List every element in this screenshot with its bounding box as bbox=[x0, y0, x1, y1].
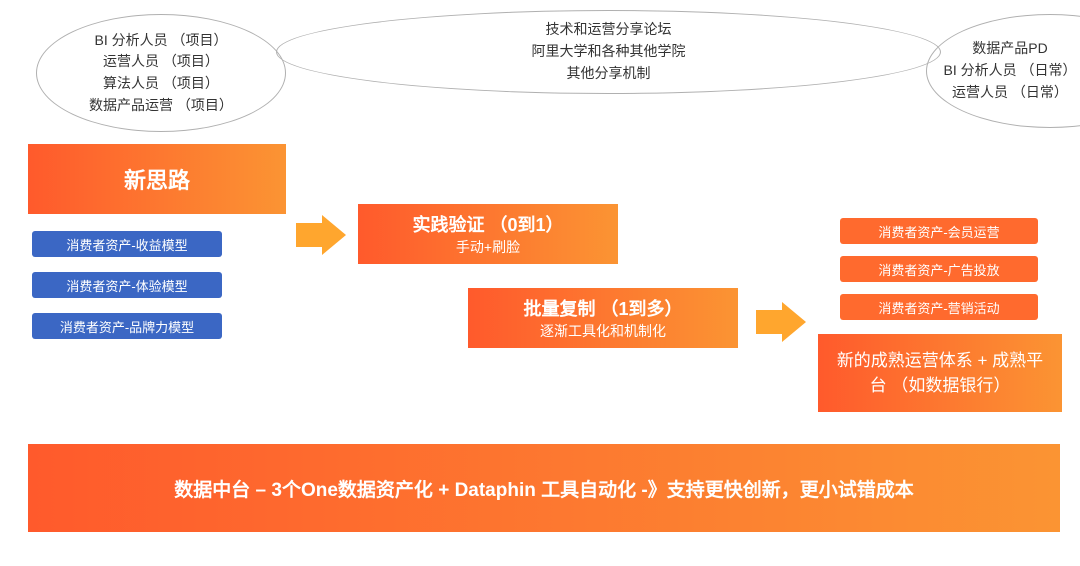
stage-replicate-subtitle: 逐渐工具化和机制化 bbox=[540, 321, 666, 341]
stage-mature-system-text: 新的成熟运营体系 + 成熟平台 （如数据银行） bbox=[818, 348, 1062, 399]
orange-pill-member-ops: 消费者资产-会员运营 bbox=[840, 218, 1038, 244]
orange-pill-marketing: 消费者资产-营销活动 bbox=[840, 294, 1038, 320]
ellipse-left-line: 数据产品运营 （项目） bbox=[89, 95, 233, 117]
pill-label: 消费者资产-体验模型 bbox=[66, 276, 187, 295]
pill-label: 消费者资产-营销活动 bbox=[878, 298, 999, 317]
pill-label: 消费者资产-收益模型 bbox=[66, 235, 187, 254]
pill-label: 消费者资产-会员运营 bbox=[878, 222, 999, 241]
stage-validate-title: 实践验证 （0到1） bbox=[412, 211, 563, 237]
bottom-banner: 数据中台 – 3个One数据资产化 + Dataphin 工具自动化 -》支持更… bbox=[28, 444, 1060, 532]
ellipse-left-line: 算法人员 （项目） bbox=[103, 73, 219, 95]
orange-pill-ad-delivery: 消费者资产-广告投放 bbox=[840, 256, 1038, 282]
stage-validate-box: 实践验证 （0到1） 手动+刷脸 bbox=[358, 204, 618, 264]
ellipse-right-line: BI 分析人员 （日常） bbox=[943, 60, 1076, 82]
ellipse-mid-line: 其他分享机制 bbox=[567, 63, 651, 85]
ellipse-middle: 技术和运营分享论坛 阿里大学和各种其他学院 其他分享机制 bbox=[276, 10, 941, 94]
stage-mature-system-box: 新的成熟运营体系 + 成熟平台 （如数据银行） bbox=[818, 334, 1062, 412]
pill-label: 消费者资产-广告投放 bbox=[878, 260, 999, 279]
blue-pill-asset-brand: 消费者资产-品牌力模型 bbox=[32, 313, 222, 339]
ellipse-left-line: BI 分析人员 （项目） bbox=[94, 30, 227, 52]
ellipse-left-line: 运营人员 （项目） bbox=[103, 51, 219, 73]
ellipse-right-line: 运营人员 （日常） bbox=[943, 82, 1076, 104]
stage-replicate-box: 批量复制 （1到多） 逐渐工具化和机制化 bbox=[468, 288, 738, 348]
blue-pill-asset-experience: 消费者资产-体验模型 bbox=[32, 272, 222, 298]
ellipse-left: BI 分析人员 （项目） 运营人员 （项目） 算法人员 （项目） 数据产品运营 … bbox=[36, 14, 286, 132]
ellipse-mid-line: 阿里大学和各种其他学院 bbox=[532, 41, 686, 63]
ellipse-right-line: 数据产品PD bbox=[943, 38, 1076, 60]
stage-validate-subtitle: 手动+刷脸 bbox=[456, 237, 520, 257]
arrow-icon bbox=[756, 302, 806, 342]
arrow-icon bbox=[296, 215, 346, 255]
bottom-banner-text: 数据中台 – 3个One数据资产化 + Dataphin 工具自动化 -》支持更… bbox=[174, 475, 913, 502]
stage-replicate-title: 批量复制 （1到多） bbox=[523, 295, 682, 321]
ellipse-right: 数据产品PD BI 分析人员 （日常） 运营人员 （日常） bbox=[926, 14, 1080, 128]
ellipse-mid-line: 技术和运营分享论坛 bbox=[546, 19, 672, 41]
blue-pill-asset-revenue: 消费者资产-收益模型 bbox=[32, 231, 222, 257]
stage-new-ideas-title: 新思路 bbox=[124, 163, 190, 195]
pill-label: 消费者资产-品牌力模型 bbox=[60, 317, 194, 336]
stage-new-ideas-box: 新思路 bbox=[28, 144, 286, 214]
